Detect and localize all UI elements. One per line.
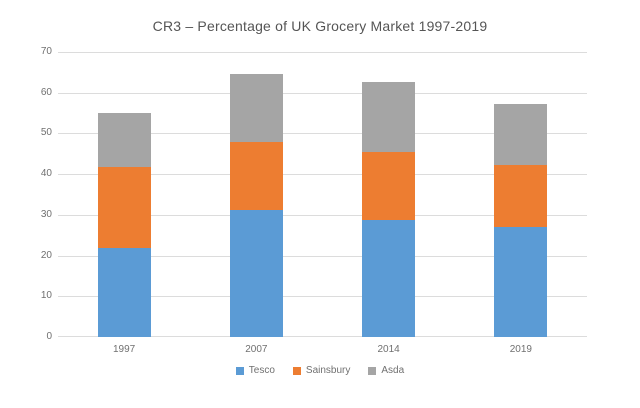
bar-segment-asda-2007 <box>229 74 283 143</box>
bar-segment-sainsbury-1997 <box>97 167 151 248</box>
x-tick-label-1997: 1997 <box>113 344 136 355</box>
legend-item-sainsbury: Sainsbury <box>292 365 351 376</box>
legend-label: Asda <box>381 365 405 376</box>
x-tick-label-2019: 2019 <box>509 344 532 355</box>
y-tick-label-10: 10 <box>40 290 52 302</box>
legend-label: Sainsbury <box>305 365 351 376</box>
bar-segment-asda-1997 <box>97 113 151 168</box>
gridline-50 <box>58 133 587 134</box>
y-tick-label-30: 30 <box>40 208 52 220</box>
legend-item-tesco: Tesco <box>235 365 275 376</box>
bar-segment-asda-2019 <box>494 104 548 165</box>
gridline-60 <box>58 93 587 94</box>
legend-item-asda: Asda <box>368 365 404 376</box>
legend-swatch-icon <box>368 366 377 375</box>
y-tick-label-60: 60 <box>40 86 52 98</box>
bar-segment-tesco-2007 <box>229 209 283 337</box>
gridline-30 <box>58 215 587 216</box>
legend-label: Tesco <box>248 365 275 376</box>
bar-segment-asda-2014 <box>362 82 416 153</box>
bar-segment-sainsbury-2019 <box>494 164 548 228</box>
y-tick-label-70: 70 <box>40 46 52 57</box>
legend-swatch-icon <box>235 366 244 375</box>
y-tick-label-0: 0 <box>46 331 52 342</box>
x-tick-label-2007: 2007 <box>245 344 268 355</box>
gridline-20 <box>58 256 587 257</box>
bar-segment-sainsbury-2014 <box>362 152 416 221</box>
legend-swatch-icon <box>292 366 301 375</box>
gridline-40 <box>58 174 587 175</box>
plot-area <box>58 52 587 337</box>
gridline-0 <box>58 336 587 337</box>
bar-segment-tesco-2014 <box>362 220 416 337</box>
x-tick-label-2014: 2014 <box>377 344 400 355</box>
y-tick-label-20: 20 <box>40 249 52 261</box>
bar-segment-tesco-2019 <box>494 227 548 337</box>
gridline-70 <box>58 52 587 53</box>
y-tick-label-40: 40 <box>40 168 52 180</box>
gridline-10 <box>58 296 587 297</box>
y-tick-label-50: 50 <box>40 127 52 139</box>
legend: Tesco Sainsbury Asda <box>0 365 640 376</box>
chart-title: CR3 – Percentage of UK Grocery Market 19… <box>152 18 488 34</box>
bar-segment-sainsbury-2007 <box>229 142 283 210</box>
bar-segment-tesco-1997 <box>97 247 151 337</box>
